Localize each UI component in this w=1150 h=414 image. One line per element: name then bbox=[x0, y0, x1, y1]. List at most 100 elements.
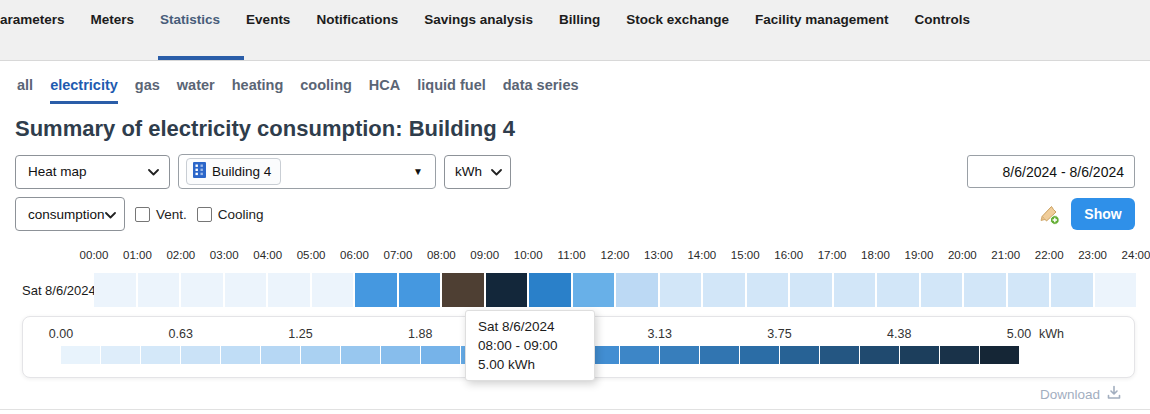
heatmap-cell-18:00[interactable] bbox=[877, 273, 919, 307]
time-axis-label: 20:00 bbox=[948, 249, 977, 261]
heatmap-row-label: Sat 8/6/2024 bbox=[22, 283, 96, 298]
footer-row: Download bbox=[0, 385, 1122, 403]
heatmap-cell-17:00[interactable] bbox=[834, 273, 876, 307]
page-title: Summary of electricity consumption: Buil… bbox=[15, 116, 1150, 142]
date-range-input[interactable]: 8/6/2024 - 8/6/2024 bbox=[967, 155, 1135, 188]
tab-liquid-fuel[interactable]: liquid fuel bbox=[417, 77, 485, 104]
nav-item-controls[interactable]: Controls bbox=[915, 0, 971, 60]
nav-item-events[interactable]: Events bbox=[246, 0, 290, 60]
heatmap-cell-13:00[interactable] bbox=[660, 273, 702, 307]
alert-horn-icon[interactable] bbox=[1038, 203, 1061, 226]
time-axis-label: 21:00 bbox=[991, 249, 1020, 261]
heatmap-cell-11:00[interactable] bbox=[573, 273, 615, 307]
heatmap-cell-21:00[interactable] bbox=[1008, 273, 1050, 307]
legend-segment bbox=[101, 346, 140, 364]
legend-label-3.75: 3.75 bbox=[767, 327, 791, 341]
heatmap-cell-10:00[interactable] bbox=[529, 273, 571, 307]
building-icon bbox=[193, 162, 206, 181]
unit-select[interactable]: kWh bbox=[444, 155, 511, 189]
measure-value: consumption bbox=[28, 207, 105, 222]
time-axis-label: 14:00 bbox=[687, 249, 716, 261]
tab-data-series[interactable]: data series bbox=[503, 77, 579, 104]
time-axis-label: 23:00 bbox=[1078, 249, 1107, 261]
cooling-checkbox[interactable]: Cooling bbox=[197, 207, 264, 222]
view-type-select[interactable]: Heat map bbox=[15, 155, 170, 189]
heatmap-cell-05:00[interactable] bbox=[312, 273, 354, 307]
show-button[interactable]: Show bbox=[1071, 198, 1135, 230]
nav-item-meters[interactable]: Meters bbox=[91, 0, 135, 60]
heatmap-cell-03:00[interactable] bbox=[225, 273, 267, 307]
download-icon bbox=[1106, 385, 1122, 403]
tab-gas[interactable]: gas bbox=[135, 77, 160, 104]
tooltip-value: 5.00 kWh bbox=[478, 355, 594, 374]
legend-segment bbox=[381, 346, 420, 364]
nav-item-notifications[interactable]: Notifications bbox=[316, 0, 398, 60]
tab-hca[interactable]: HCA bbox=[369, 77, 400, 104]
heatmap-cell-07:00[interactable] bbox=[399, 273, 441, 307]
heatmap-cell-19:00[interactable] bbox=[921, 273, 963, 307]
time-axis-label: 17:00 bbox=[818, 249, 847, 261]
heatmap-cell-02:00[interactable] bbox=[181, 273, 223, 307]
time-axis-label: 06:00 bbox=[340, 249, 369, 261]
heatmap-cell-15:00[interactable] bbox=[747, 273, 789, 307]
download-label: Download bbox=[1040, 387, 1100, 402]
heatmap-cell-23:00[interactable] bbox=[1095, 273, 1137, 307]
heatmap-cell-06:00[interactable] bbox=[355, 273, 397, 307]
nav-item-stock-exchange[interactable]: Stock exchange bbox=[626, 0, 729, 60]
heatmap-cell-04:00[interactable] bbox=[268, 273, 310, 307]
time-axis-label: 11:00 bbox=[558, 249, 586, 261]
nav-item-billing[interactable]: Billing bbox=[559, 0, 600, 60]
tab-water[interactable]: water bbox=[177, 77, 215, 104]
building-select[interactable]: Building 4 ▼ bbox=[178, 154, 436, 189]
heatmap-cell-00:00[interactable] bbox=[94, 273, 136, 307]
heatmap-cell-14:00[interactable] bbox=[703, 273, 745, 307]
time-axis-label: 16:00 bbox=[774, 249, 803, 261]
view-type-value: Heat map bbox=[28, 164, 87, 179]
legend-segment bbox=[61, 346, 100, 364]
cooling-checkbox-box[interactable] bbox=[197, 207, 212, 222]
vent-checkbox[interactable]: Vent. bbox=[135, 207, 187, 222]
heatmap-cell-20:00[interactable] bbox=[964, 273, 1006, 307]
time-axis-label: 04:00 bbox=[253, 249, 282, 261]
tab-electricity[interactable]: electricity bbox=[50, 77, 118, 104]
nav-item-arameters[interactable]: arameters bbox=[0, 0, 65, 60]
page-bottom-divider bbox=[0, 409, 1150, 410]
nav-item-facility-management[interactable]: Facility management bbox=[755, 0, 889, 60]
dropdown-triangle-icon: ▼ bbox=[413, 166, 423, 177]
measure-select[interactable]: consumption bbox=[15, 197, 125, 231]
legend-label-0.63: 0.63 bbox=[169, 327, 193, 341]
tooltip-date: Sat 8/6/2024 bbox=[478, 317, 594, 336]
building-chip[interactable]: Building 4 bbox=[186, 158, 281, 185]
vent-checkbox-box[interactable] bbox=[135, 207, 150, 222]
tab-cooling[interactable]: cooling bbox=[300, 77, 352, 104]
time-axis-label: 08:00 bbox=[427, 249, 456, 261]
nav-item-statistics[interactable]: Statistics bbox=[160, 0, 220, 60]
download-link[interactable]: Download bbox=[1040, 385, 1122, 403]
time-axis-label: 18:00 bbox=[861, 249, 890, 261]
legend-segment bbox=[221, 346, 260, 364]
unit-value: kWh bbox=[455, 164, 482, 179]
heatmap-cell-16:00[interactable] bbox=[790, 273, 832, 307]
time-axis-label: 12:00 bbox=[601, 249, 630, 261]
legend-segment bbox=[261, 346, 300, 364]
tooltip-time-range: 08:00 - 09:00 bbox=[478, 336, 594, 355]
legend-segment bbox=[660, 346, 699, 364]
heatmap-cell-08:00[interactable] bbox=[442, 273, 484, 307]
chevron-down-icon bbox=[148, 164, 159, 179]
heatmap-cell-22:00[interactable] bbox=[1051, 273, 1093, 307]
heatmap-cell-09:00[interactable] bbox=[486, 273, 528, 307]
chevron-down-icon bbox=[105, 207, 116, 222]
tab-all[interactable]: all bbox=[17, 77, 33, 104]
heatmap-cell-01:00[interactable] bbox=[138, 273, 180, 307]
nav-item-savings-analysis[interactable]: Savings analysis bbox=[424, 0, 533, 60]
time-axis-label: 00:00 bbox=[80, 249, 109, 261]
legend-label-1.88: 1.88 bbox=[408, 327, 432, 341]
cooling-checkbox-label: Cooling bbox=[218, 207, 264, 222]
legend-segment bbox=[980, 346, 1019, 364]
category-tabs: all electricity gas water heating cooling HCA l… bbox=[0, 61, 1150, 104]
legend-segment bbox=[341, 346, 380, 364]
tab-heating[interactable]: heating bbox=[232, 77, 284, 104]
heatmap-cell-12:00[interactable] bbox=[616, 273, 658, 307]
time-axis: 00:0001:0002:0003:0004:0005:0006:0007:00… bbox=[0, 249, 1150, 264]
time-axis-label: 19:00 bbox=[905, 249, 934, 261]
